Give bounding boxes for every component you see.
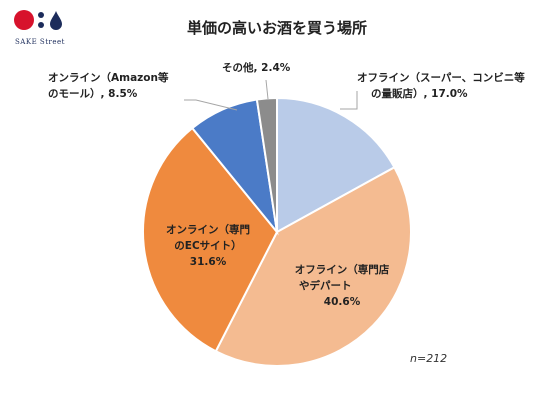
slice-offline-specialty [214,165,412,367]
slice-label-offline-specialty: オフライン（専門店 やデパート 40.6% [287,262,397,310]
logo-dot-bottom [38,22,44,28]
slice-offline-mass [276,96,396,234]
slice-online-ec [142,126,279,353]
chart-title: 単価の高いお酒を買う場所 [186,19,367,37]
slice-other [255,96,278,233]
slice-label-other: その他, 2.4% [222,60,290,76]
slice-label-line: の量販店）, 17.0% [371,88,468,100]
sample-size-note: n=212 [410,352,448,365]
sake-street-logo: SAKE Street [10,8,70,50]
slice-label-line: オンライン（専門 [166,224,250,236]
leader-line-amazon [184,99,238,111]
slice-label-online-ec: オンライン（専門 のECサイト） 31.6% [158,222,258,270]
logo-red-circle [14,10,34,30]
slice-label-line: 31.6% [189,256,227,268]
slice-label-line: オフライン（専門店 [294,264,390,276]
logo-drop-icon [50,11,62,30]
slice-label-line: やデパート [299,280,352,292]
slice-label-line: オンライン（Amazon等 [48,72,169,84]
slice-label-line: のECサイト） [174,240,242,252]
slice-label-line: オフライン（スーパー、コンビニ等 [357,72,525,84]
slice-label-line: その他, 2.4% [222,62,291,74]
slice-label-amazon: オンライン（Amazon等 のモール）, 8.5% [48,70,168,102]
slice-label-line: のモール）, 8.5% [48,88,138,100]
logo-text: SAKE Street [15,38,65,46]
logo-dot-top [38,12,44,18]
leader-line-offline-mass [340,91,358,110]
slice-label-offline-mass: オフライン（スーパー、コンビニ等 の量販店）, 17.0% [357,70,525,102]
leader-line-other [265,79,269,100]
slice-label-line: 40.6% [323,296,361,308]
logo-mark [14,10,62,30]
